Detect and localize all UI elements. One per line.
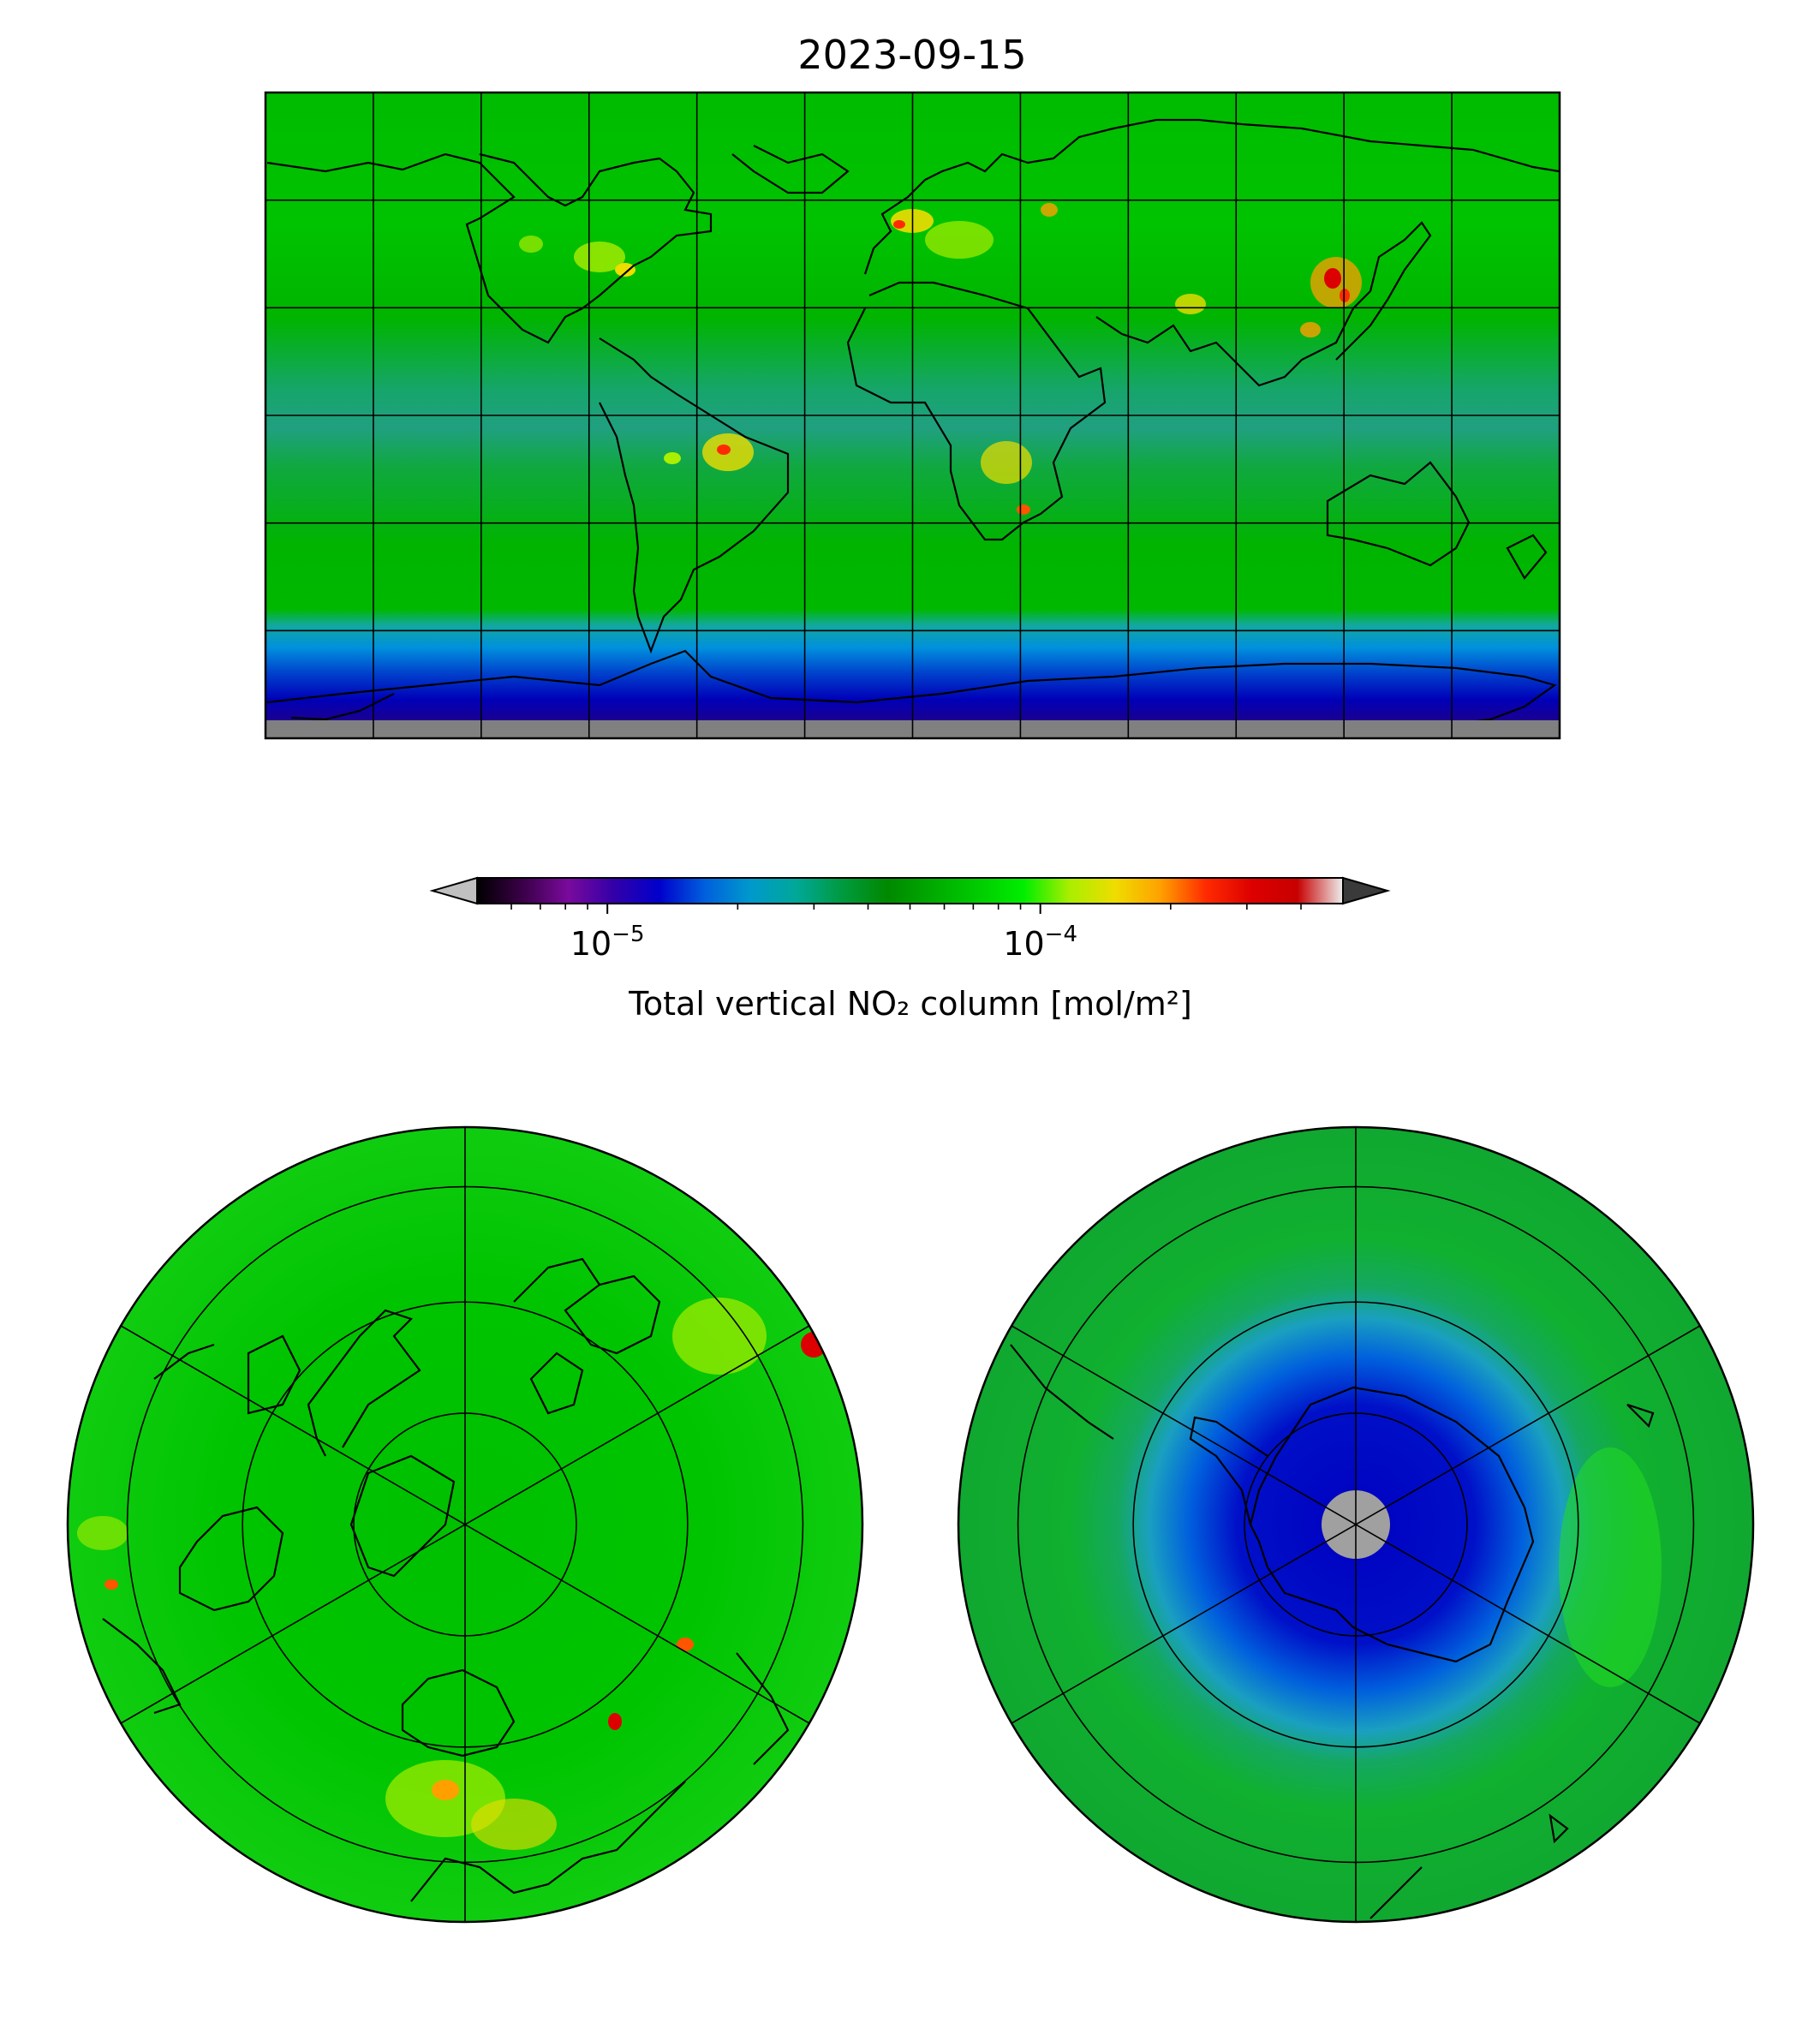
colorbar-tick-label: 10−5	[570, 922, 645, 963]
global-map-frame	[264, 91, 1561, 740]
colorbar-gradient	[477, 878, 1343, 904]
figure-title: 2023-09-15	[797, 32, 1026, 78]
south-coastlines	[1010, 1344, 1655, 1919]
north-gridlines	[120, 1127, 810, 1922]
global-hotspots	[519, 203, 1362, 515]
colorbar-over-triangle	[1342, 876, 1391, 905]
meridian-line	[120, 1325, 810, 1724]
colorbar-under-triangle	[429, 876, 478, 905]
north-hotspots	[77, 1298, 826, 1850]
global-map	[266, 92, 1560, 738]
south-light-patch	[1559, 1447, 1662, 1687]
global-gridlines	[266, 92, 1560, 738]
global-coastlines	[266, 118, 1560, 725]
south-polar-map	[958, 1127, 1753, 1922]
colorbar-ticks	[510, 904, 1302, 914]
south-polar-frame	[957, 1125, 1755, 1924]
north-coastlines	[102, 1257, 790, 1902]
north-polar-frame	[66, 1125, 864, 1924]
colorbar-label: Total vertical NO₂ column [mol/m²]	[628, 985, 1192, 1023]
colorbar-tick-label: 10−4	[1003, 922, 1077, 963]
meridian-line	[1011, 1325, 1701, 1724]
north-polar-map	[68, 1127, 862, 1922]
colorbar: 10−5 10−4 Total vertical NO₂ column [mol…	[429, 876, 1391, 1023]
south-gridlines	[1011, 1127, 1701, 1922]
